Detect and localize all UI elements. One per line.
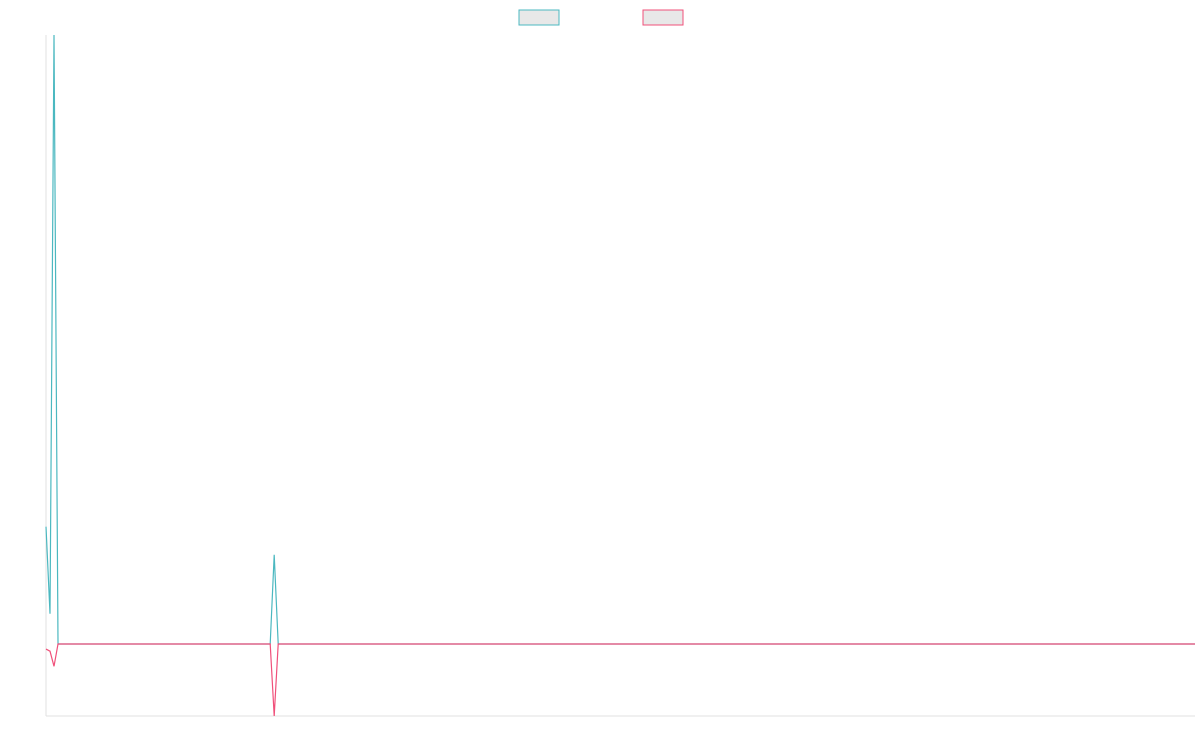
legend-swatch[interactable] xyxy=(642,9,684,26)
line-series xyxy=(45,643,1195,717)
line-series xyxy=(45,34,1195,645)
legend-swatch[interactable] xyxy=(518,9,560,26)
